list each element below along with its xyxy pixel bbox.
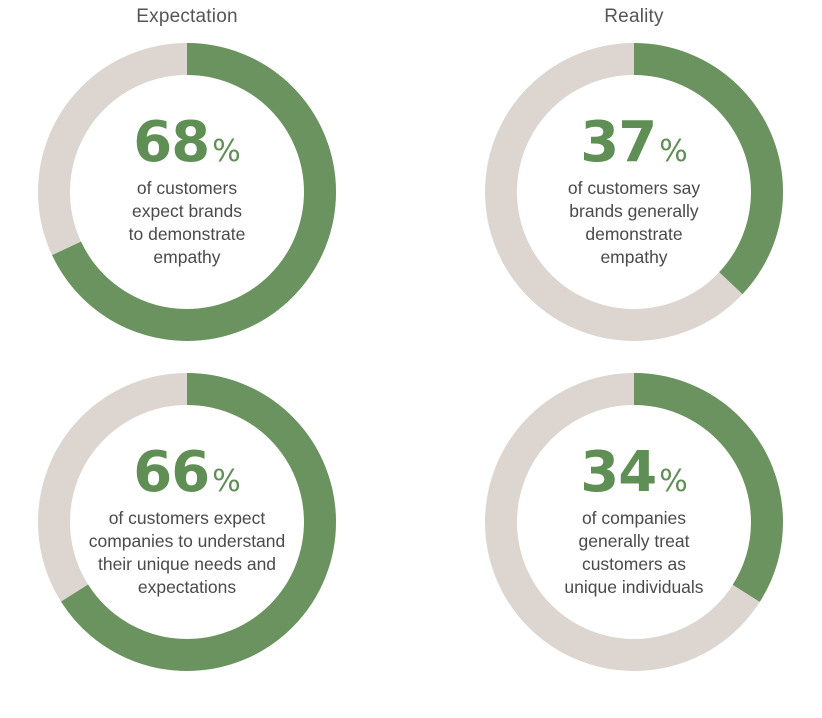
percent-number: 37 [580,110,657,175]
donut-center: 34% of companies generally treat custome… [514,402,754,642]
caption-line: expect brands [132,201,242,221]
donut-center: 68% of customers expect brands to demons… [67,72,307,312]
percent-number: 66 [133,440,210,505]
caption-line: of customers say [567,178,701,198]
donut-center: 66% of customers expect companies to und… [67,402,307,642]
caption-line: empathy [153,247,221,267]
caption-line: customers as [581,554,687,574]
donut-caption: of companies generally treat customers a… [564,507,703,599]
donut-value-arc [485,373,783,671]
donut-caption: of customers expect brands to demonstrat… [129,177,246,269]
donut-center: 37% of customers say brands generally de… [514,72,754,312]
donut-value-arc [485,43,783,341]
donut-caption: of customers say brands generally demons… [568,177,700,269]
donut-ring [38,43,336,341]
donut-expectation-empathy: 68% of customers expect brands to demons… [37,42,337,342]
reality-header: Reality [604,6,664,27]
percent-sign: % [659,134,688,169]
percent-number: 68 [133,110,210,175]
expectation-header: Expectation [136,6,238,27]
percent-value: 37% [580,115,687,171]
percent-sign: % [659,464,688,499]
percent-number: 34 [580,440,657,505]
donut-value-arc [38,43,336,341]
caption-line: of customers [136,178,238,198]
donut-expectation-unique-needs: 66% of customers expect companies to und… [37,372,337,672]
caption-line: their unique needs and [97,554,277,574]
donut-value-arc [38,373,336,671]
caption-line: generally treat [578,531,690,551]
donut-reality-empathy: 37% of customers say brands generally de… [484,42,784,342]
caption-line: unique individuals [564,577,704,597]
caption-line: companies to understand [88,531,286,551]
caption-line: expectations [137,577,237,597]
caption-line: of companies [581,508,687,528]
donut-reality-unique-individuals: 34% of companies generally treat custome… [484,372,784,672]
donut-ring [38,373,336,671]
caption-line: empathy [600,247,668,267]
percent-value: 66% [133,445,240,501]
percent-value: 68% [133,115,240,171]
donut-caption: of customers expect companies to underst… [89,507,286,599]
caption-line: demonstrate [585,224,683,244]
percent-sign: % [212,134,241,169]
caption-line: to demonstrate [128,224,246,244]
percent-value: 34% [580,445,687,501]
donut-ring [485,43,783,341]
percent-sign: % [212,464,241,499]
caption-line: brands generally [569,201,699,221]
donut-ring [485,373,783,671]
caption-line: of customers expect [108,508,266,528]
